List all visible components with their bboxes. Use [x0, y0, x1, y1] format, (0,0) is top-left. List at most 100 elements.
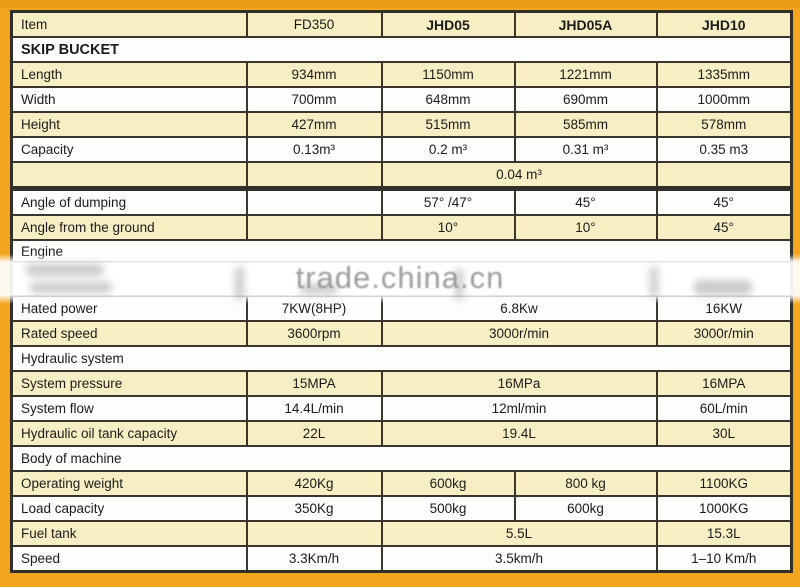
spec-value: 700mm: [245, 86, 383, 113]
spec-value: 600kg: [380, 470, 516, 497]
column-header-item: Item: [10, 10, 248, 38]
spec-label: Length: [10, 61, 248, 88]
spec-value: 648mm: [380, 86, 516, 113]
spec-label: System pressure: [10, 370, 248, 397]
spec-table-container: Item FD350 JHD05 JHD05A JHD10 SKIP BUCKE…: [10, 10, 793, 573]
spec-value: 10°: [513, 214, 658, 241]
spec-value: 7KW(8HP): [245, 295, 383, 322]
table-row: Fuel tank 5.5L 15.3L: [10, 520, 793, 547]
spec-value: 5.5L: [380, 520, 658, 547]
table-row: Hydraulic oil tank capacity 22L 19.4L 30…: [10, 420, 793, 447]
spec-label: Hated power: [10, 295, 248, 322]
spec-value: 15.3L: [655, 520, 793, 547]
spec-value: 16MPA: [655, 370, 793, 397]
spec-label: System flow: [10, 395, 248, 422]
section-header: Engine: [10, 239, 793, 263]
table-row: Height 427mm 515mm 585mm 578mm: [10, 111, 793, 138]
table-row: Load capacity 350Kg 500kg 600kg 1000KG: [10, 495, 793, 522]
table-row: Operating weight 420Kg 600kg 800 kg 1100…: [10, 470, 793, 497]
spec-value: 690mm: [513, 86, 658, 113]
table-row: Width 700mm 648mm 690mm 1000mm: [10, 86, 793, 113]
spec-value: 0.35 m3: [655, 136, 793, 163]
spec-value: 45°: [655, 214, 793, 241]
spec-value: 600kg: [513, 495, 658, 522]
spec-label: Angle from the ground: [10, 214, 248, 241]
spec-value: 3000r/min: [655, 320, 793, 347]
spec-label: Hydraulic oil tank capacity: [10, 420, 248, 447]
spec-value: 1335mm: [655, 61, 793, 88]
table-row: Angle from the ground 10° 10° 45°: [10, 214, 793, 241]
spec-label: Angle of dumping: [10, 187, 248, 216]
table-row: Engine: [10, 239, 793, 263]
spec-value: 45°: [655, 187, 793, 216]
spec-label: Height: [10, 111, 248, 138]
spec-value: 1150mm: [380, 61, 516, 88]
spec-label: Load capacity: [10, 495, 248, 522]
spec-value: [245, 187, 383, 216]
table-row: SKIP BUCKET: [10, 36, 793, 63]
spec-value: 500kg: [380, 495, 516, 522]
spec-label: Width: [10, 86, 248, 113]
section-header: SKIP BUCKET: [10, 36, 793, 63]
spec-value: 420Kg: [245, 470, 383, 497]
table-row: 0.04 m³: [10, 161, 793, 191]
spec-value: 515mm: [380, 111, 516, 138]
table-row: Hated power 7KW(8HP) 6.8Kw 16KW: [10, 295, 793, 322]
spec-value: 6.8Kw: [380, 295, 658, 322]
table-row: Item FD350 JHD05 JHD05A JHD10: [10, 10, 793, 38]
spec-value: 60L/min: [655, 395, 793, 422]
spec-value: 14.4L/min: [245, 395, 383, 422]
table-row: Rated speed 3600rpm 3000r/min 3000r/min: [10, 320, 793, 347]
table-row: Capacity 0.13m³ 0.2 m³ 0.31 m³ 0.35 m3: [10, 136, 793, 163]
spec-value: 3000r/min: [380, 320, 658, 347]
table-row: System pressure 15MPA 16MPa 16MPA: [10, 370, 793, 397]
spec-value: 934mm: [245, 61, 383, 88]
spec-label: Capacity: [10, 136, 248, 163]
spec-value: 1100KG: [655, 470, 793, 497]
spec-value: 19.4L: [380, 420, 658, 447]
spec-value: 16KW: [655, 295, 793, 322]
spec-value: 45°: [513, 187, 658, 216]
spec-value: 800 kg: [513, 470, 658, 497]
spec-value: 10°: [380, 214, 516, 241]
spec-value: 16MPa: [380, 370, 658, 397]
table-row: System flow 14.4L/min 12ml/min 60L/min: [10, 395, 793, 422]
spec-value: [655, 161, 793, 191]
spec-value: 22L: [245, 420, 383, 447]
table-row: Length 934mm 1150mm 1221mm 1335mm: [10, 61, 793, 88]
spec-value: 12ml/min: [380, 395, 658, 422]
spec-value: 1221mm: [513, 61, 658, 88]
section-header: Hydraulic system: [10, 345, 793, 372]
spec-table: Item FD350 JHD05 JHD05A JHD10 SKIP BUCKE…: [10, 10, 793, 573]
spec-value: 57° /47°: [380, 187, 516, 216]
spec-value: 0.2 m³: [380, 136, 516, 163]
spec-value: [245, 161, 383, 191]
spec-value: [245, 520, 383, 547]
column-header-model: JHD10: [655, 10, 793, 38]
spec-value: 585mm: [513, 111, 658, 138]
column-header-model: JHD05A: [513, 10, 658, 38]
spec-label: Operating weight: [10, 470, 248, 497]
spec-value: [245, 214, 383, 241]
spec-value: 1000mm: [655, 86, 793, 113]
spec-value: 3600rpm: [245, 320, 383, 347]
spec-value: 578mm: [655, 111, 793, 138]
table-row: [10, 261, 793, 297]
spec-value: 427mm: [245, 111, 383, 138]
table-row: Body of machine: [10, 445, 793, 472]
spec-label: Fuel tank: [10, 520, 248, 547]
spec-value: 1000KG: [655, 495, 793, 522]
spec-label: Rated speed: [10, 320, 248, 347]
spec-value: 1–10 Km/h: [655, 545, 793, 573]
table-row: Angle of dumping 57° /47° 45° 45°: [10, 187, 793, 216]
section-header: Body of machine: [10, 445, 793, 472]
blurred-row-cell: [10, 261, 793, 297]
spec-value: 15MPA: [245, 370, 383, 397]
spec-value: 0.04 m³: [380, 161, 658, 191]
spec-value: 30L: [655, 420, 793, 447]
column-header-model: JHD05: [380, 10, 516, 38]
spec-value: 0.13m³: [245, 136, 383, 163]
spec-label: Speed: [10, 545, 248, 573]
spec-value: 0.31 m³: [513, 136, 658, 163]
